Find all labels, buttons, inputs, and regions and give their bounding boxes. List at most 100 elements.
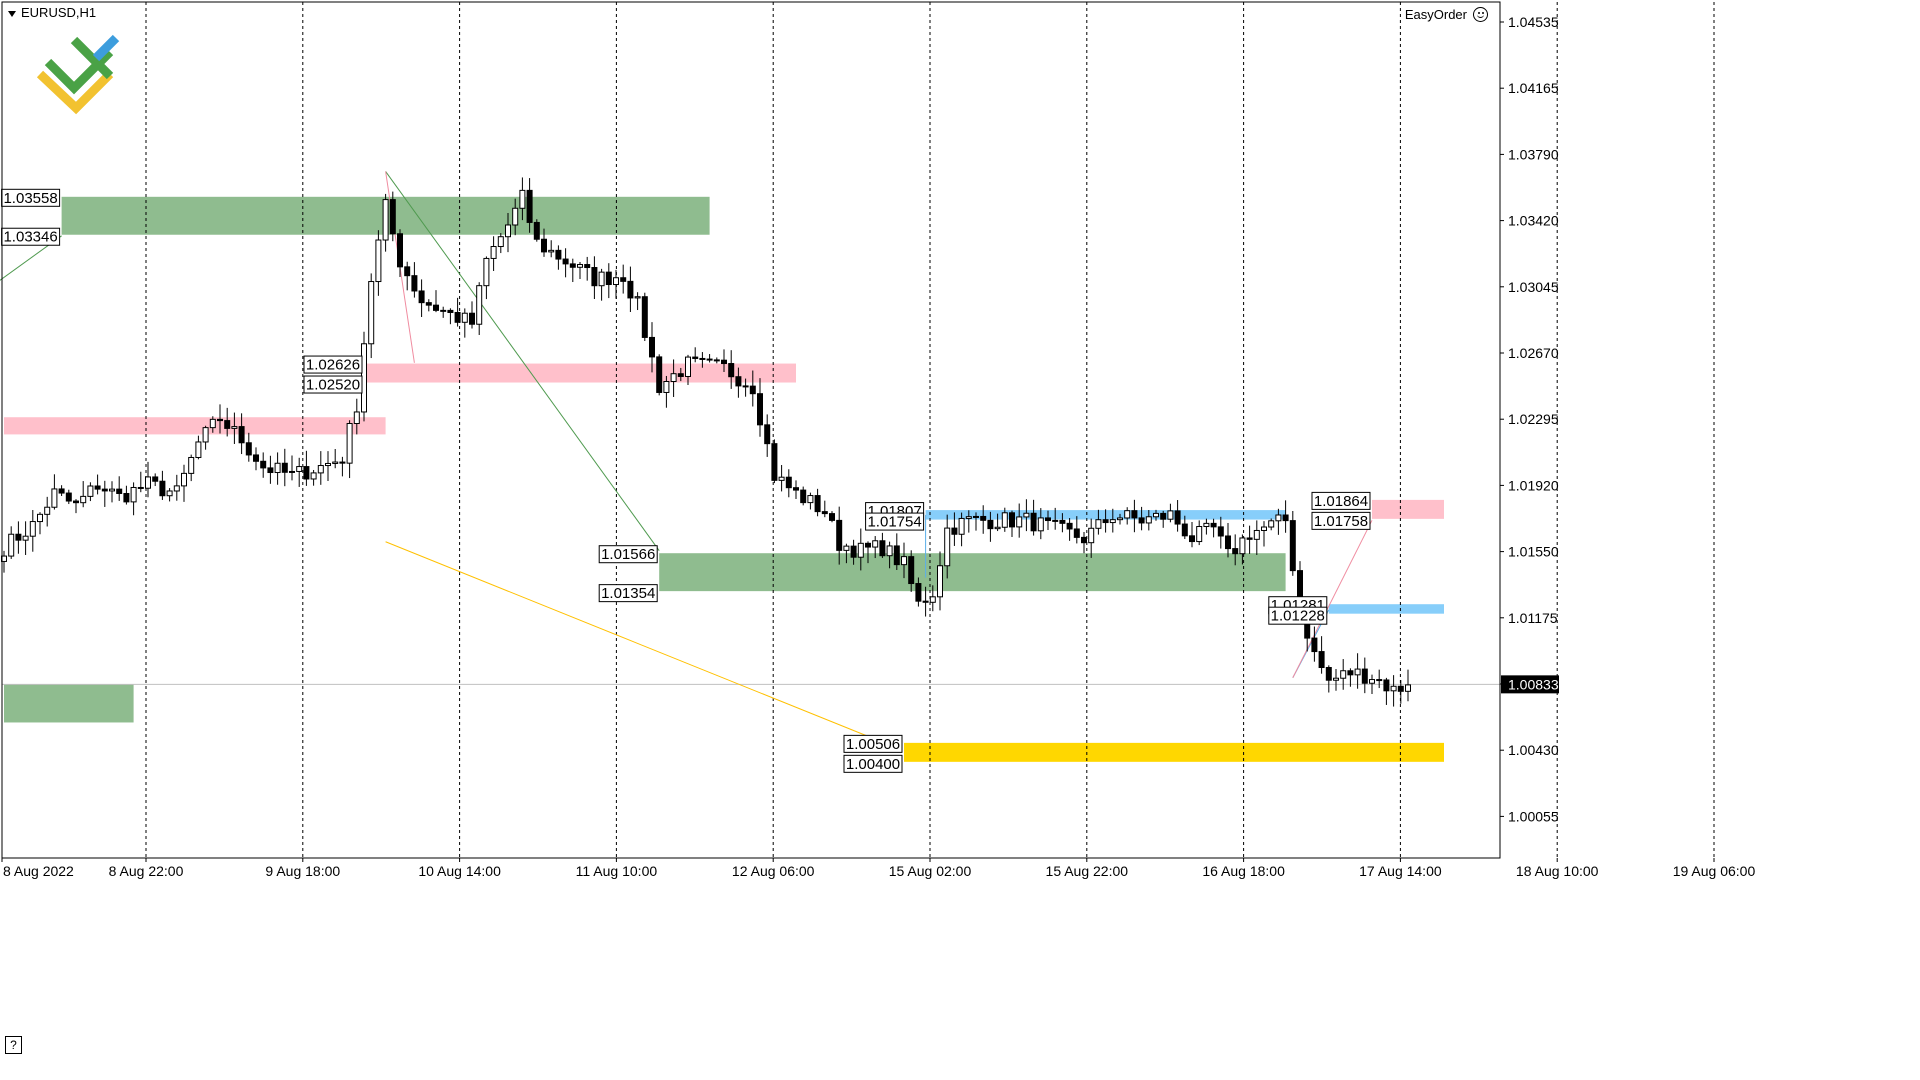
- candle[interactable]: [209, 418, 216, 429]
- candle[interactable]: [591, 267, 598, 287]
- candle[interactable]: [1030, 512, 1037, 532]
- candle[interactable]: [1124, 510, 1131, 519]
- candle[interactable]: [757, 393, 763, 426]
- candle[interactable]: [1145, 516, 1152, 524]
- candle[interactable]: [1081, 536, 1087, 544]
- candle[interactable]: [469, 312, 475, 325]
- candle[interactable]: [605, 271, 612, 286]
- smiley-icon[interactable]: [1473, 7, 1488, 22]
- candle[interactable]: [1210, 522, 1217, 528]
- candle[interactable]: [483, 257, 490, 287]
- symbol-title[interactable]: EURUSD,H1: [8, 5, 96, 20]
- candle[interactable]: [598, 271, 605, 287]
- candle[interactable]: [785, 476, 792, 489]
- candle[interactable]: [188, 456, 195, 474]
- candle[interactable]: [533, 221, 540, 240]
- candle[interactable]: [879, 540, 886, 557]
- candle[interactable]: [425, 302, 432, 306]
- candle[interactable]: [109, 488, 115, 492]
- candle[interactable]: [1282, 514, 1289, 522]
- candle[interactable]: [1023, 512, 1030, 518]
- candle[interactable]: [1383, 679, 1390, 692]
- candle[interactable]: [94, 485, 101, 490]
- candle[interactable]: [101, 488, 108, 492]
- candle[interactable]: [1109, 519, 1116, 524]
- candle[interactable]: [577, 264, 583, 268]
- zone-blue-6[interactable]: [1328, 604, 1444, 614]
- candle[interactable]: [1073, 528, 1080, 538]
- candle[interactable]: [325, 462, 331, 467]
- candle[interactable]: [1052, 519, 1059, 522]
- candle[interactable]: [1088, 527, 1095, 544]
- candle[interactable]: [397, 233, 403, 268]
- candle[interactable]: [29, 521, 36, 537]
- candle[interactable]: [339, 461, 346, 464]
- candle[interactable]: [893, 545, 900, 566]
- candle[interactable]: [771, 443, 778, 481]
- candle[interactable]: [1333, 677, 1339, 681]
- candle[interactable]: [973, 515, 979, 518]
- candle[interactable]: [353, 411, 360, 425]
- candle[interactable]: [1246, 537, 1253, 540]
- candle[interactable]: [123, 492, 130, 503]
- candle[interactable]: [440, 309, 447, 312]
- candle[interactable]: [152, 476, 159, 482]
- candle[interactable]: [281, 462, 288, 473]
- candle[interactable]: [217, 418, 223, 422]
- candle[interactable]: [843, 545, 850, 551]
- candle[interactable]: [51, 488, 58, 508]
- candle[interactable]: [1225, 535, 1231, 550]
- candle[interactable]: [73, 500, 79, 504]
- zone-yellow-8[interactable]: [904, 742, 1444, 762]
- candle[interactable]: [584, 264, 591, 269]
- candle[interactable]: [829, 513, 835, 521]
- trend-line-pink[interactable]: [1292, 520, 1373, 678]
- candle[interactable]: [1167, 510, 1174, 520]
- candle[interactable]: [433, 304, 439, 311]
- candle[interactable]: [80, 495, 87, 504]
- candle[interactable]: [8, 533, 15, 557]
- candle[interactable]: [915, 583, 922, 602]
- candle[interactable]: [116, 488, 123, 494]
- candle[interactable]: [375, 239, 382, 283]
- zone-pink-1[interactable]: [4, 417, 386, 435]
- candle[interactable]: [1045, 517, 1051, 522]
- candle[interactable]: [634, 296, 641, 299]
- zone-green-5[interactable]: [4, 684, 134, 723]
- candle[interactable]: [368, 281, 375, 345]
- candle[interactable]: [692, 356, 699, 359]
- candle[interactable]: [512, 207, 519, 226]
- candle[interactable]: [1369, 679, 1375, 684]
- candle[interactable]: [1253, 529, 1260, 540]
- candle[interactable]: [1347, 670, 1354, 676]
- candle[interactable]: [1203, 522, 1210, 528]
- candle[interactable]: [886, 545, 893, 557]
- candle[interactable]: [137, 486, 144, 489]
- candle[interactable]: [181, 472, 187, 487]
- candle[interactable]: [620, 277, 627, 282]
- candle[interactable]: [1239, 537, 1246, 555]
- candle[interactable]: [857, 542, 864, 558]
- candle[interactable]: [937, 565, 943, 598]
- candle[interactable]: [555, 249, 562, 260]
- candle[interactable]: [1196, 526, 1203, 543]
- candle[interactable]: [1037, 517, 1044, 532]
- candle[interactable]: [389, 199, 396, 235]
- candle[interactable]: [37, 513, 43, 523]
- candle[interactable]: [418, 290, 425, 304]
- candle[interactable]: [44, 506, 51, 515]
- candle[interactable]: [289, 470, 295, 473]
- candle[interactable]: [965, 516, 972, 519]
- candle[interactable]: [1275, 514, 1282, 522]
- candle[interactable]: [865, 542, 871, 548]
- candle[interactable]: [1138, 517, 1145, 524]
- candle[interactable]: [274, 462, 281, 474]
- candle[interactable]: [346, 423, 353, 464]
- candle[interactable]: [130, 486, 137, 503]
- trend-line-green[interactable]: [385, 171, 660, 551]
- candle[interactable]: [1117, 517, 1123, 521]
- candle[interactable]: [519, 189, 526, 209]
- candle[interactable]: [1001, 512, 1008, 528]
- candle[interactable]: [670, 373, 677, 382]
- candle[interactable]: [58, 488, 65, 494]
